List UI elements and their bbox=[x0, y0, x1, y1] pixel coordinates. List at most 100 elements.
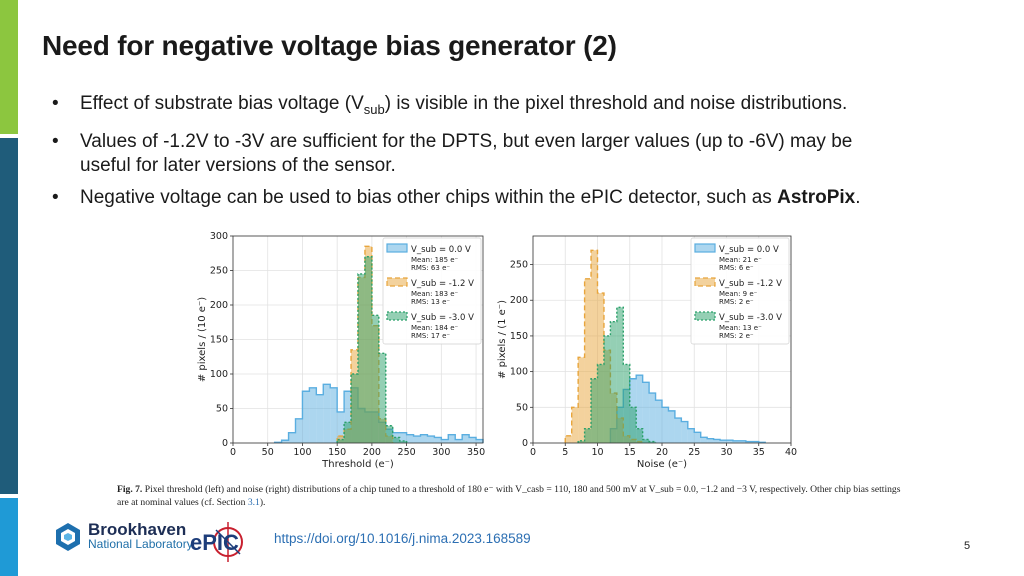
histogram-bar bbox=[330, 387, 338, 443]
histogram-bar bbox=[668, 410, 675, 443]
histogram-bar bbox=[351, 374, 358, 443]
y-axis-label: # pixels / (1 e⁻) bbox=[497, 300, 508, 379]
histogram-bar bbox=[434, 437, 442, 443]
bullet-item: • Negative voltage can be used to bias o… bbox=[48, 186, 1008, 210]
side-accent-bar-navy bbox=[0, 138, 18, 494]
plot-frame bbox=[232, 235, 484, 444]
subscript-text: sub bbox=[363, 101, 385, 117]
histogram-bar bbox=[649, 441, 656, 443]
histogram-bar bbox=[636, 428, 643, 443]
histogram-bar bbox=[739, 440, 746, 443]
histogram-bar bbox=[378, 353, 386, 443]
series-group bbox=[577, 306, 657, 443]
histogram-bar bbox=[662, 407, 669, 443]
caption-label: Fig. 7. bbox=[117, 484, 143, 495]
x-axis-label: Threshold (e⁻) bbox=[321, 459, 394, 470]
series-outline bbox=[609, 374, 766, 443]
bullet-dot-icon: • bbox=[52, 130, 59, 152]
histogram-bar bbox=[399, 440, 407, 443]
hexagon-icon bbox=[56, 523, 80, 551]
legend-swatch bbox=[694, 277, 716, 287]
histogram-bar bbox=[584, 428, 592, 443]
histogram-bar bbox=[448, 434, 456, 443]
histogram-bar bbox=[337, 439, 345, 443]
legend-swatch bbox=[386, 311, 408, 321]
x-tick-label: 40 bbox=[785, 447, 797, 458]
legend-mean: Mean: 21 e⁻ bbox=[719, 256, 762, 264]
bullet-text: Negative voltage can be used to bias oth… bbox=[80, 186, 778, 208]
histogram-bar bbox=[565, 435, 572, 443]
doi-link[interactable]: https://doi.org/10.1016/j.nima.2023.1685… bbox=[274, 531, 531, 546]
histogram-bar bbox=[281, 440, 289, 443]
page-number: 5 bbox=[964, 540, 971, 552]
bullet-text: . bbox=[855, 186, 861, 208]
y-tick-label: 150 bbox=[510, 331, 528, 342]
x-tick-label: 250 bbox=[398, 447, 416, 458]
legend-series-name: V_sub = -3.0 V bbox=[719, 313, 782, 323]
x-tick-label: 50 bbox=[262, 447, 274, 458]
y-tick-label: 50 bbox=[516, 402, 528, 413]
legend-series-name: V_sub = -3.0 V bbox=[411, 313, 474, 323]
y-axis-label: # pixels / (10 e⁻) bbox=[197, 297, 208, 382]
plot-frame bbox=[532, 235, 792, 444]
histogram-bar bbox=[441, 439, 449, 443]
histogram-bar bbox=[406, 434, 414, 443]
bullet-dot-icon: • bbox=[52, 93, 59, 114]
histogram-bar bbox=[288, 432, 296, 443]
histogram-bar bbox=[629, 407, 637, 443]
histogram-bar bbox=[476, 439, 483, 443]
histogram-bar bbox=[358, 273, 365, 443]
x-tick-label: 350 bbox=[467, 447, 485, 458]
logo-text: ePIC bbox=[190, 530, 239, 555]
histogram-bar bbox=[323, 384, 331, 443]
legend-rms: RMS: 2 e⁻ bbox=[719, 298, 754, 306]
x-axis-label: Noise (e⁻) bbox=[637, 459, 687, 470]
legend-rms: RMS: 63 e⁻ bbox=[411, 264, 450, 272]
x-tick-label: 0 bbox=[230, 447, 236, 458]
histogram-bar bbox=[399, 432, 407, 443]
y-tick-label: 50 bbox=[216, 404, 228, 415]
legend-rms: RMS: 13 e⁻ bbox=[411, 298, 450, 306]
histogram-bar bbox=[302, 391, 310, 443]
legend-series-name: V_sub = -1.2 V bbox=[719, 279, 782, 289]
section-link[interactable]: 3.1 bbox=[247, 497, 260, 508]
histogram-bar bbox=[707, 438, 714, 443]
threshold-histogram: 0 50 100 150 200 250 300 350 0 50 100 150 200 250 300 T… bbox=[197, 231, 485, 470]
legend-swatch bbox=[386, 243, 408, 253]
y-tick-label: 100 bbox=[510, 367, 528, 378]
x-tick-label: 15 bbox=[624, 447, 636, 458]
histogram-bar bbox=[694, 432, 701, 443]
y-tick-label: 200 bbox=[210, 300, 228, 311]
slide-title: Need for negative voltage bias generator… bbox=[42, 30, 617, 61]
histogram-bar bbox=[732, 440, 740, 443]
y-tick-label: 300 bbox=[210, 231, 228, 242]
histogram-bar bbox=[745, 441, 753, 443]
histogram-bar bbox=[571, 407, 579, 443]
caption-text: Pixel threshold (left) and noise (right)… bbox=[117, 484, 901, 508]
epic-logo: ePIC bbox=[190, 522, 243, 562]
legend-mean: Mean: 185 e⁻ bbox=[411, 256, 459, 264]
bullet-list: • Effect of substrate bias voltage (Vsub… bbox=[48, 92, 1008, 218]
legend-mean: Mean: 9 e⁻ bbox=[719, 290, 758, 298]
legend-rms: RMS: 6 e⁻ bbox=[719, 264, 754, 272]
legend-rms: RMS: 2 e⁻ bbox=[719, 332, 754, 340]
histogram-bar bbox=[364, 256, 372, 443]
x-tick-label: 5 bbox=[562, 447, 568, 458]
brookhaven-logo: Brookhaven National Laboratory bbox=[54, 521, 193, 552]
y-tick-label: 250 bbox=[210, 266, 228, 277]
x-tick-label: 100 bbox=[293, 447, 311, 458]
histogram-bar bbox=[295, 418, 303, 443]
histogram-bar bbox=[413, 436, 421, 443]
histogram-bar bbox=[713, 439, 721, 443]
histogram-bar bbox=[591, 250, 598, 443]
histogram-bar bbox=[344, 422, 352, 443]
histogram-bar bbox=[726, 440, 733, 443]
histogram-bar bbox=[344, 391, 352, 443]
histogram-bar bbox=[316, 394, 324, 443]
histogram-bar bbox=[385, 425, 393, 443]
histogram-bar bbox=[687, 428, 695, 443]
histogram-bar bbox=[642, 439, 650, 443]
histogram-bar bbox=[309, 387, 317, 443]
figure-caption: Fig. 7. Pixel threshold (left) and noise… bbox=[117, 483, 907, 509]
side-accent-bar-green bbox=[0, 0, 18, 134]
